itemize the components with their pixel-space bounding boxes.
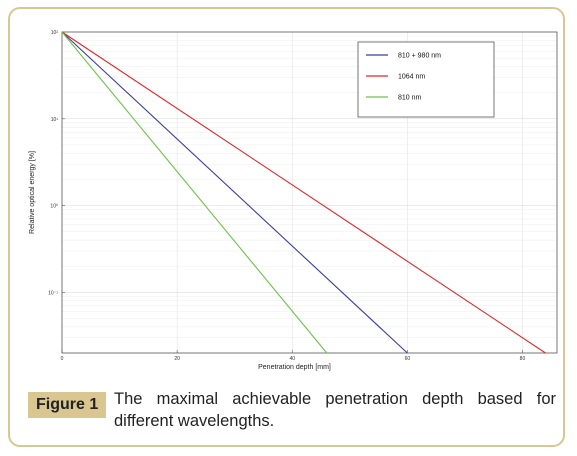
caption-text: The maximal achievable penetration depth…	[114, 390, 556, 430]
x-axis-label: Penetration depth [mm]	[258, 364, 331, 371]
legend-entry: 810 + 980 nm	[366, 53, 441, 60]
data-series	[61, 31, 546, 354]
legend: 810 + 980 nm 1064 nm 810 nm	[357, 41, 495, 118]
y-tick-label: 10⁻¹	[48, 290, 58, 296]
series-line	[61, 31, 408, 354]
series-line	[61, 31, 546, 354]
axis-ticks: 0 20 40 60 80 10² 10¹ 10⁰ 10⁻¹	[48, 30, 525, 362]
legend-label: 810 nm	[398, 95, 422, 102]
line-chart: 0 20 40 60 80 10² 10¹ 10⁰ 10⁻¹ Penetration depth…	[29, 30, 558, 371]
x-tick-label: 40	[289, 356, 295, 362]
legend-label: 1064 nm	[398, 74, 425, 81]
y-tick-label: 10²	[51, 30, 59, 36]
x-tick-label: 0	[61, 356, 64, 362]
figure-label: Figure 1	[28, 392, 107, 418]
series-line	[61, 31, 328, 354]
x-tick-label: 60	[405, 356, 411, 362]
figure-frame: 0 20 40 60 80 10² 10¹ 10⁰ 10⁻¹ Penetration depth…	[8, 7, 565, 447]
y-axis-label: Relative optical energy [%]	[29, 151, 36, 234]
y-tick-label: 10¹	[51, 117, 59, 123]
legend-label: 810 + 980 nm	[398, 53, 441, 60]
legend-entry: 810 nm	[366, 95, 422, 102]
x-tick-label: 80	[520, 356, 526, 362]
legend-entry: 1064 nm	[366, 74, 425, 81]
x-tick-label: 20	[174, 356, 180, 362]
plot-area	[61, 31, 558, 354]
y-tick-label: 10⁰	[50, 204, 58, 210]
